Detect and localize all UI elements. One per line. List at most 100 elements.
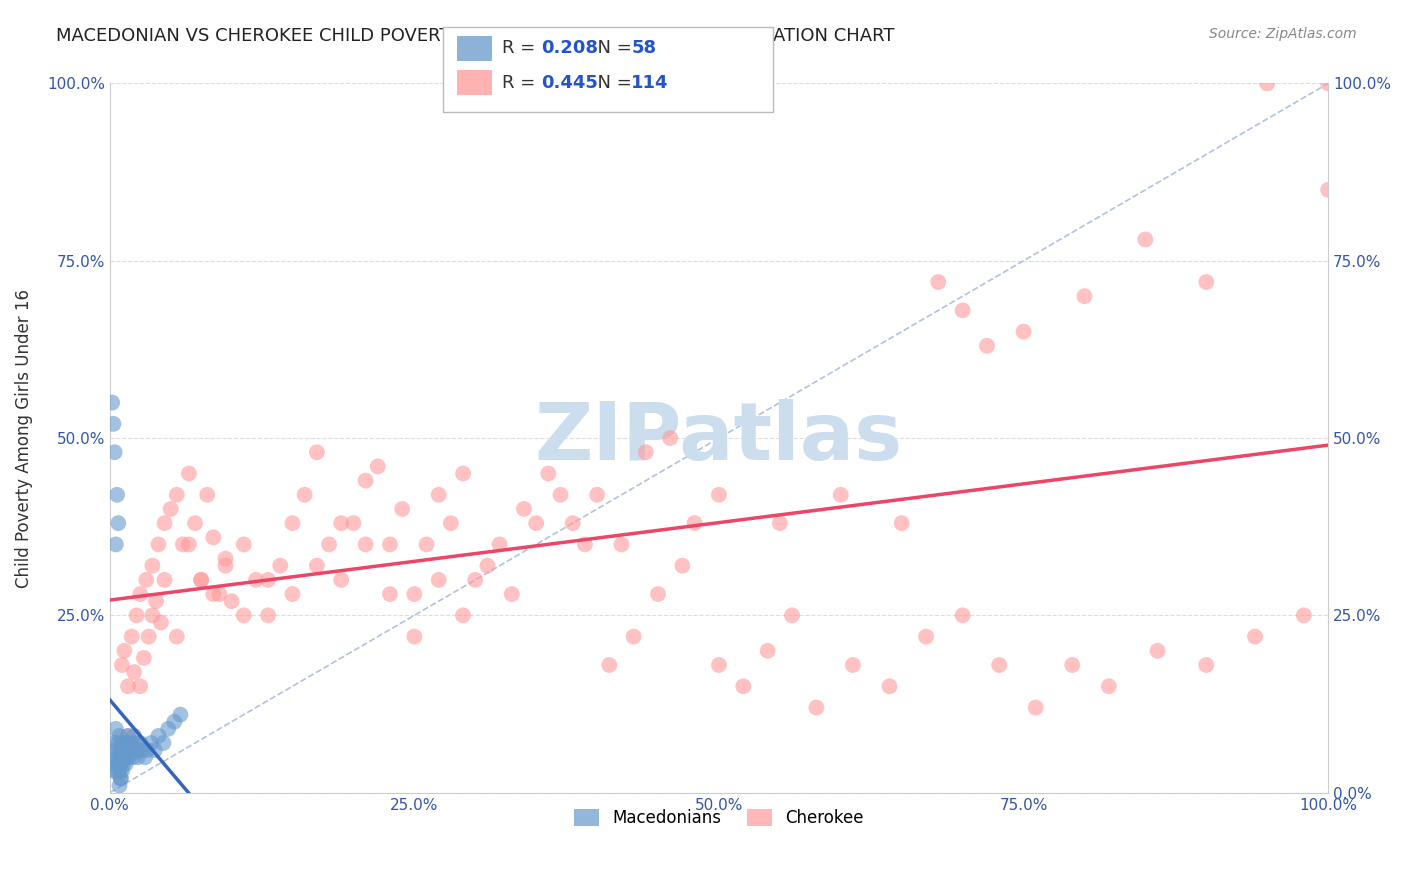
Macedonians xyxy=(122,750,145,764)
Cherokee xyxy=(707,658,730,673)
Text: 114: 114 xyxy=(631,74,669,92)
Cherokee xyxy=(232,537,254,551)
Macedonians xyxy=(115,750,138,764)
Cherokee xyxy=(1195,658,1218,673)
Cherokee xyxy=(214,551,236,566)
Cherokee xyxy=(683,516,706,530)
Cherokee xyxy=(245,573,267,587)
Macedonians xyxy=(108,764,131,779)
Macedonians xyxy=(107,757,129,772)
Cherokee xyxy=(190,573,212,587)
Macedonians xyxy=(112,743,135,757)
Cherokee xyxy=(976,339,998,353)
Cherokee xyxy=(952,303,974,318)
Cherokee xyxy=(117,679,139,693)
Macedonians xyxy=(122,729,145,743)
Cherokee xyxy=(524,516,547,530)
Macedonians xyxy=(163,714,186,729)
Cherokee xyxy=(513,502,536,516)
Cherokee xyxy=(391,502,413,516)
Macedonians xyxy=(110,772,132,786)
Cherokee xyxy=(488,537,510,551)
Macedonians xyxy=(110,757,132,772)
Macedonians xyxy=(157,722,180,736)
Cherokee xyxy=(269,558,291,573)
Cherokee xyxy=(780,608,803,623)
Macedonians xyxy=(134,750,156,764)
Cherokee xyxy=(184,516,207,530)
Cherokee xyxy=(842,658,865,673)
Cherokee xyxy=(707,488,730,502)
Cherokee xyxy=(952,608,974,623)
Macedonians xyxy=(121,736,143,750)
Cherokee xyxy=(537,467,560,481)
Cherokee xyxy=(1256,77,1278,91)
Cherokee xyxy=(1135,232,1157,246)
Macedonians xyxy=(118,736,141,750)
Macedonians xyxy=(108,750,131,764)
Cherokee xyxy=(988,658,1011,673)
Cherokee xyxy=(129,587,152,601)
Cherokee xyxy=(415,537,437,551)
Macedonians xyxy=(107,736,129,750)
Text: Source: ZipAtlas.com: Source: ZipAtlas.com xyxy=(1209,27,1357,41)
Macedonians xyxy=(110,743,132,757)
Macedonians xyxy=(118,750,141,764)
Macedonians xyxy=(131,743,153,757)
Cherokee xyxy=(208,587,231,601)
Cherokee xyxy=(305,445,328,459)
Macedonians xyxy=(104,445,127,459)
Cherokee xyxy=(586,488,609,502)
Macedonians xyxy=(136,743,159,757)
Cherokee xyxy=(172,537,194,551)
Macedonians xyxy=(108,779,131,793)
Cherokee xyxy=(367,459,389,474)
Macedonians xyxy=(127,750,149,764)
Macedonians xyxy=(111,736,134,750)
Macedonians xyxy=(152,736,174,750)
Macedonians xyxy=(104,537,127,551)
Cherokee xyxy=(148,537,170,551)
Macedonians xyxy=(104,743,127,757)
Macedonians xyxy=(104,722,127,736)
Cherokee xyxy=(404,630,426,644)
Macedonians xyxy=(129,736,152,750)
Legend: Macedonians, Cherokee: Macedonians, Cherokee xyxy=(568,803,870,834)
Cherokee xyxy=(501,587,523,601)
Macedonians xyxy=(105,764,128,779)
Cherokee xyxy=(330,516,353,530)
Text: ZIPatlas: ZIPatlas xyxy=(534,399,903,477)
Cherokee xyxy=(769,516,792,530)
Cherokee xyxy=(305,558,328,573)
Cherokee xyxy=(879,679,901,693)
Cherokee xyxy=(733,679,755,693)
Cherokee xyxy=(378,587,401,601)
Text: N =: N = xyxy=(586,74,638,92)
Cherokee xyxy=(221,594,243,608)
Cherokee xyxy=(129,679,152,693)
Macedonians xyxy=(117,743,139,757)
Text: N =: N = xyxy=(586,39,638,57)
Cherokee xyxy=(121,630,143,644)
Cherokee xyxy=(202,587,225,601)
Macedonians xyxy=(125,736,148,750)
Text: R =: R = xyxy=(502,39,541,57)
Macedonians xyxy=(141,736,163,750)
Cherokee xyxy=(112,644,135,658)
Cherokee xyxy=(830,488,852,502)
Cherokee xyxy=(404,587,426,601)
Cherokee xyxy=(427,573,450,587)
Cherokee xyxy=(451,608,474,623)
Cherokee xyxy=(149,615,172,630)
Cherokee xyxy=(806,700,828,714)
Cherokee xyxy=(214,558,236,573)
Cherokee xyxy=(141,558,163,573)
Cherokee xyxy=(132,651,155,665)
Cherokee xyxy=(927,275,949,289)
Macedonians xyxy=(148,729,170,743)
Cherokee xyxy=(915,630,938,644)
Cherokee xyxy=(111,658,134,673)
Cherokee xyxy=(159,502,181,516)
Cherokee xyxy=(166,630,188,644)
Macedonians xyxy=(105,488,128,502)
